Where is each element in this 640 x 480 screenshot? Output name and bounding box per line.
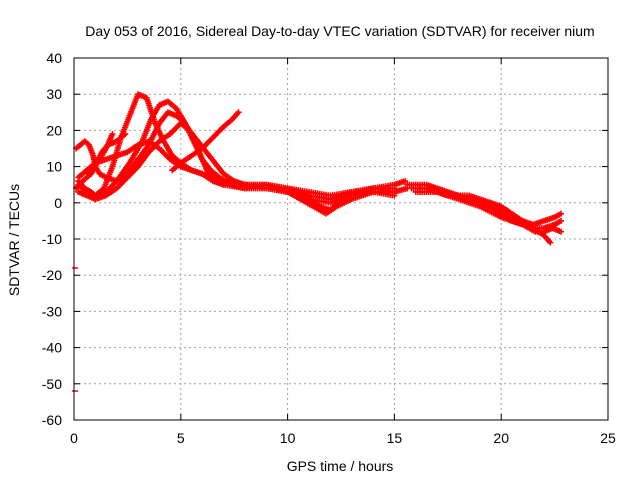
x-tick-label: 25 [600, 430, 616, 446]
grid [74, 58, 608, 420]
x-tick-label: 20 [493, 430, 509, 446]
data-point [122, 131, 129, 138]
y-tick-label: -60 [42, 412, 62, 428]
y-tick-label: 20 [46, 122, 62, 138]
x-tick-label: 10 [280, 430, 296, 446]
data-point [402, 178, 409, 185]
data-point [547, 239, 554, 246]
data-points [72, 91, 565, 392]
y-tick-label: -30 [42, 303, 62, 319]
tick-labels: 0 5 10 15 20 25 -60 -50 -40 -30 -20 -10 0 10 20 30 40 [42, 50, 616, 446]
chart-title: Day 053 of 2016, Sidereal Day-to-day VTE… [85, 23, 594, 39]
data-point [235, 109, 242, 116]
plot-frame [73, 57, 609, 421]
y-axis-label: SDTVAR / TECUs [6, 184, 22, 296]
x-tick-label: 5 [177, 430, 185, 446]
data-point [558, 217, 565, 224]
data-point [109, 131, 116, 138]
data-point [558, 210, 565, 217]
y-tick-label: 0 [54, 195, 62, 211]
x-tick-label: 0 [70, 430, 78, 446]
y-tick-label: 10 [46, 159, 62, 175]
y-tick-label: -40 [42, 340, 62, 356]
y-tick-label: 40 [46, 50, 62, 66]
data-point [558, 228, 565, 235]
x-axis-label: GPS time / hours [287, 458, 394, 474]
y-tick-label: 30 [46, 86, 62, 102]
data-point [391, 185, 398, 192]
y-tick-label: -20 [42, 267, 62, 283]
y-tick-label: -50 [42, 376, 62, 392]
x-tick-label: 15 [387, 430, 403, 446]
y-tick-label: -10 [42, 231, 62, 247]
